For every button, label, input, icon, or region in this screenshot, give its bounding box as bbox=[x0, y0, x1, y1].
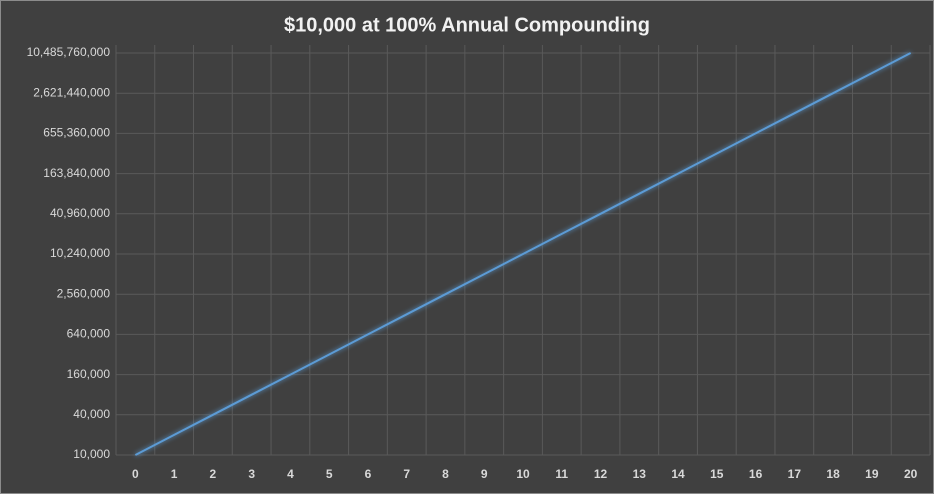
x-tick-label: 0 bbox=[132, 467, 139, 481]
y-tick-label: 10,000 bbox=[73, 447, 110, 461]
data-line bbox=[134, 52, 912, 456]
y-tick-label: 10,240,000 bbox=[50, 246, 110, 260]
grid bbox=[115, 45, 931, 456]
x-tick-label: 6 bbox=[365, 467, 372, 481]
y-tick-label: 2,621,440,000 bbox=[33, 85, 110, 99]
x-tick-label: 8 bbox=[442, 467, 449, 481]
x-tick-label: 12 bbox=[594, 467, 608, 481]
x-tick-label: 20 bbox=[904, 467, 918, 481]
y-tick-label: 40,000 bbox=[73, 407, 110, 421]
y-tick-label: 10,485,760,000 bbox=[27, 45, 111, 59]
x-tick-label: 15 bbox=[710, 467, 724, 481]
x-tick-label: 2 bbox=[210, 467, 217, 481]
x-tick-label: 9 bbox=[481, 467, 488, 481]
y-tick-label: 163,840,000 bbox=[43, 166, 110, 180]
chart-title: $10,000 at 100% Annual Compounding bbox=[284, 14, 650, 36]
x-tick-label: 18 bbox=[826, 467, 840, 481]
x-tick-label: 16 bbox=[749, 467, 763, 481]
x-tick-label: 10 bbox=[516, 467, 530, 481]
y-tick-label: 40,960,000 bbox=[50, 206, 110, 220]
x-tick-label: 14 bbox=[671, 467, 685, 481]
x-tick-label: 13 bbox=[633, 467, 647, 481]
x-tick-label: 3 bbox=[248, 467, 255, 481]
y-tick-label: 655,360,000 bbox=[43, 126, 110, 140]
x-tick-label: 7 bbox=[403, 467, 410, 481]
x-tick-label: 1 bbox=[171, 467, 178, 481]
x-tick-label: 19 bbox=[865, 467, 879, 481]
y-tick-label: 640,000 bbox=[67, 327, 111, 341]
y-tick-label: 2,560,000 bbox=[57, 286, 111, 300]
x-tick-label: 4 bbox=[287, 467, 294, 481]
x-tick-label: 17 bbox=[788, 467, 802, 481]
y-tick-label: 160,000 bbox=[67, 367, 111, 381]
x-tick-label: 5 bbox=[326, 467, 333, 481]
x-tick-label: 11 bbox=[555, 467, 568, 481]
